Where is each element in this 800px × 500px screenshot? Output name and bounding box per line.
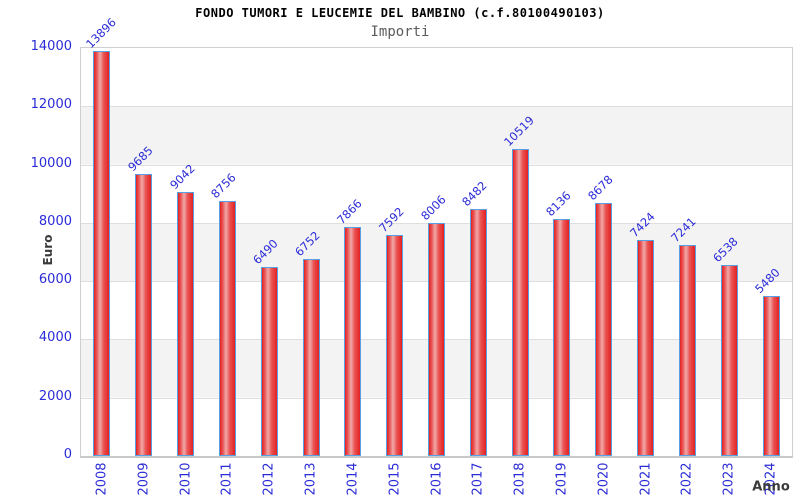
bar-2022 bbox=[678, 245, 696, 456]
bar-value-label-2009: 9685 bbox=[124, 143, 156, 174]
bar-2021 bbox=[637, 240, 655, 456]
bar-2012 bbox=[260, 267, 278, 456]
bar-2015 bbox=[386, 235, 404, 456]
y-tick-10000: 10000 bbox=[30, 155, 72, 171]
y-tick-2000: 2000 bbox=[38, 388, 72, 404]
bar-value-label-2023: 6538 bbox=[710, 234, 741, 265]
bar-value-label-2021: 7424 bbox=[626, 209, 658, 240]
x-tick-2022: 2022 bbox=[679, 462, 695, 496]
bar-value-label-2020: 8678 bbox=[584, 172, 616, 203]
bar-value-label-2012: 6490 bbox=[250, 236, 281, 267]
chart-subtitle: Importi bbox=[370, 24, 430, 40]
bar-2008 bbox=[93, 51, 111, 456]
x-tick-2020: 2020 bbox=[596, 462, 612, 496]
bar-value-label-2013: 6752 bbox=[292, 228, 323, 259]
x-tick-2010: 2010 bbox=[178, 462, 194, 496]
y-tick-0: 0 bbox=[63, 447, 72, 462]
bar-2018 bbox=[511, 149, 529, 456]
bar-2024 bbox=[762, 296, 780, 456]
gridline-10000 bbox=[81, 164, 792, 166]
x-tick-2016: 2016 bbox=[429, 462, 444, 496]
bar-2011 bbox=[218, 201, 236, 456]
x-tick-2011: 2011 bbox=[219, 462, 235, 496]
x-tick-2009: 2009 bbox=[136, 462, 152, 496]
bar-value-label-2018: 10519 bbox=[501, 113, 538, 149]
y-tick-12000: 12000 bbox=[30, 97, 72, 113]
bar-value-label-2017: 8482 bbox=[459, 178, 491, 209]
bar-2010 bbox=[177, 192, 195, 456]
x-axis-title: Anno bbox=[752, 479, 790, 495]
x-tick-2008: 2008 bbox=[94, 462, 110, 496]
x-tick-2019: 2019 bbox=[554, 462, 570, 496]
bar-2016 bbox=[428, 223, 445, 456]
gridline-12000 bbox=[81, 106, 792, 108]
bar-2017 bbox=[469, 209, 487, 456]
x-tick-2018: 2018 bbox=[512, 462, 528, 496]
x-tick-2014: 2014 bbox=[345, 462, 361, 496]
x-tick-2013: 2013 bbox=[303, 462, 319, 496]
plot-area: 13896 9685 9042 8756 6490 6752 7866 7592 8006 848… bbox=[80, 15, 793, 458]
y-tick-8000: 8000 bbox=[38, 213, 72, 229]
bar-2023 bbox=[720, 265, 738, 456]
bar-2013 bbox=[302, 259, 320, 456]
x-tick-2017: 2017 bbox=[470, 462, 486, 496]
y-tick-14000: 14000 bbox=[30, 39, 72, 54]
chart-title: FONDO TUMORI E LEUCEMIE DEL BAMBINO (c.f… bbox=[195, 6, 605, 20]
x-tick-2012: 2012 bbox=[261, 462, 277, 496]
bar-value-label-2015: 7592 bbox=[375, 204, 407, 235]
y-axis-title: Euro bbox=[41, 234, 55, 266]
bar-value-label-2016: 8006 bbox=[417, 192, 449, 223]
bar-2014 bbox=[344, 227, 362, 456]
bar-value-label-2019: 8136 bbox=[543, 188, 574, 219]
bar-2020 bbox=[595, 203, 613, 456]
bar-value-label-2011: 8756 bbox=[208, 170, 240, 201]
bar-2019 bbox=[553, 219, 571, 456]
bar-value-label-2010: 9042 bbox=[166, 161, 198, 192]
x-tick-2023: 2023 bbox=[721, 462, 737, 496]
bar-2009 bbox=[135, 174, 153, 456]
x-tick-2021: 2021 bbox=[638, 462, 654, 496]
bar-value-label-2022: 7241 bbox=[668, 214, 700, 245]
y-tick-4000: 4000 bbox=[38, 330, 72, 346]
y-tick-6000: 6000 bbox=[38, 272, 72, 288]
x-tick-2015: 2015 bbox=[387, 462, 403, 496]
